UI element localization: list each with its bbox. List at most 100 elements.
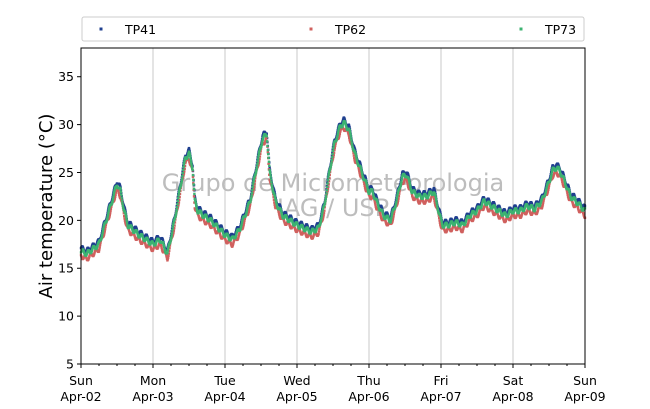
data-point-TP73 <box>274 198 277 202</box>
data-point-TP73 <box>342 121 345 124</box>
data-point-TP62 <box>348 136 351 139</box>
data-point-TP73 <box>102 224 106 227</box>
data-point-TP73 <box>350 141 353 144</box>
data-point-TP73 <box>200 211 203 214</box>
data-point-TP73 <box>439 216 443 220</box>
data-point-TP41 <box>268 166 271 169</box>
data-point-TP41 <box>488 199 491 202</box>
data-point-TP73 <box>280 211 283 214</box>
data-point-TP62 <box>232 240 235 244</box>
data-point-TP62 <box>165 254 168 257</box>
data-point-TP62 <box>358 170 361 173</box>
data-point-TP73 <box>372 194 375 197</box>
data-point-TP73 <box>427 194 430 198</box>
data-point-TP62 <box>133 233 136 236</box>
data-point-TP41 <box>279 205 282 208</box>
data-point-TP73 <box>394 202 398 206</box>
data-point-TP73 <box>188 151 191 154</box>
data-point-TP73 <box>194 200 197 203</box>
data-point-TP73 <box>523 207 526 211</box>
data-point-TP62 <box>123 217 126 220</box>
data-point-TP73 <box>558 169 561 173</box>
data-point-TP62 <box>123 214 126 218</box>
data-point-TP62 <box>540 206 544 209</box>
data-point-TP73 <box>574 198 577 201</box>
data-point-TP62 <box>547 186 550 190</box>
data-point-TP73 <box>327 176 330 179</box>
data-point-TP62 <box>224 238 227 241</box>
data-point-TP62 <box>393 210 396 214</box>
data-point-TP73 <box>177 191 181 195</box>
data-point-TP73 <box>285 216 289 219</box>
data-point-TP62 <box>253 182 256 186</box>
data-point-TP73 <box>336 135 339 138</box>
data-point-TP73 <box>146 238 150 242</box>
data-point-TP62 <box>552 174 555 177</box>
data-point-TP73 <box>351 145 354 148</box>
data-point-TP62 <box>379 213 382 217</box>
data-point-TP73 <box>255 167 258 171</box>
data-point-TP62 <box>93 251 96 254</box>
data-point-TP41 <box>330 154 334 157</box>
data-point-TP62 <box>391 218 394 222</box>
data-point-TP73 <box>169 238 173 241</box>
data-point-TP73 <box>195 208 199 212</box>
data-point-TP73 <box>241 219 244 223</box>
data-point-TP73 <box>120 199 124 202</box>
data-point-TP62 <box>187 159 191 162</box>
data-point-TP73 <box>250 191 254 195</box>
data-point-TP73 <box>562 177 566 180</box>
data-point-TP73 <box>179 184 182 188</box>
data-point-TP73 <box>162 242 165 246</box>
data-point-TP73 <box>332 142 336 145</box>
data-point-TP73 <box>124 214 128 218</box>
data-point-TP73 <box>345 125 348 129</box>
data-point-TP62 <box>115 189 118 192</box>
data-point-TP62 <box>392 212 396 216</box>
data-point-TP73 <box>195 206 198 209</box>
data-points <box>79 116 587 262</box>
data-point-TP62 <box>183 170 186 173</box>
data-point-TP62 <box>138 239 142 242</box>
y-axis-label: Air temperature (°C) <box>36 114 57 299</box>
x-tick-label-day: Mon <box>140 373 166 388</box>
data-point-TP73 <box>249 198 253 201</box>
data-point-TP73 <box>106 213 110 217</box>
data-point-TP62 <box>247 208 251 212</box>
data-point-TP73 <box>195 204 198 207</box>
data-point-TP62 <box>202 218 205 221</box>
data-point-TP62 <box>338 134 341 137</box>
data-point-TP62 <box>548 182 551 186</box>
data-point-TP73 <box>121 204 124 207</box>
data-point-TP73 <box>119 188 122 191</box>
data-point-TP73 <box>234 233 238 237</box>
data-point-TP41 <box>193 196 197 199</box>
data-point-TP62 <box>581 210 585 213</box>
data-point-TP73 <box>361 174 364 178</box>
data-point-TP62 <box>438 216 441 220</box>
data-point-TP73 <box>222 232 225 235</box>
data-point-TP73 <box>260 143 263 146</box>
data-point-TP62 <box>323 209 326 212</box>
data-point-TP73 <box>130 227 134 230</box>
data-point-TP62 <box>97 250 101 253</box>
data-point-TP62 <box>273 201 276 204</box>
x-tick-label-date: Apr-07 <box>420 389 461 404</box>
data-point-TP41 <box>180 173 184 176</box>
data-point-TP41 <box>353 147 357 151</box>
data-point-TP62 <box>438 221 442 224</box>
data-point-TP73 <box>523 206 527 209</box>
data-point-TP73 <box>112 191 116 194</box>
data-point-TP73 <box>241 218 244 221</box>
data-point-TP62 <box>178 195 181 199</box>
data-point-TP62 <box>346 131 350 134</box>
data-point-TP73 <box>101 229 105 233</box>
data-point-TP62 <box>438 219 441 222</box>
x-tick-label-date: Apr-06 <box>348 389 389 404</box>
data-point-TP73 <box>341 122 345 126</box>
data-point-TP62 <box>252 185 256 188</box>
data-point-TP73 <box>481 201 484 205</box>
data-point-TP73 <box>170 236 173 239</box>
data-point-TP73 <box>376 203 380 207</box>
data-point-TP41 <box>483 196 486 200</box>
